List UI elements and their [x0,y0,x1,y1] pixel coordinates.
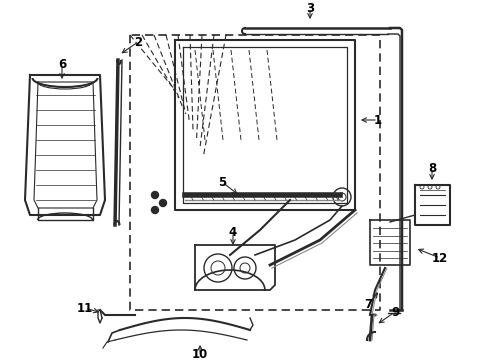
Text: 7: 7 [364,298,372,311]
Text: 11: 11 [77,302,93,315]
Text: 4: 4 [229,225,237,238]
Text: 10: 10 [192,348,208,360]
Text: 9: 9 [391,306,399,319]
Text: 2: 2 [134,36,142,49]
Circle shape [160,199,167,207]
Text: 6: 6 [58,58,66,72]
Circle shape [151,192,158,198]
Text: 5: 5 [218,175,226,189]
Text: 8: 8 [428,162,436,175]
Text: 3: 3 [306,1,314,14]
Text: 12: 12 [432,252,448,265]
Circle shape [151,207,158,213]
Text: 1: 1 [374,113,382,126]
